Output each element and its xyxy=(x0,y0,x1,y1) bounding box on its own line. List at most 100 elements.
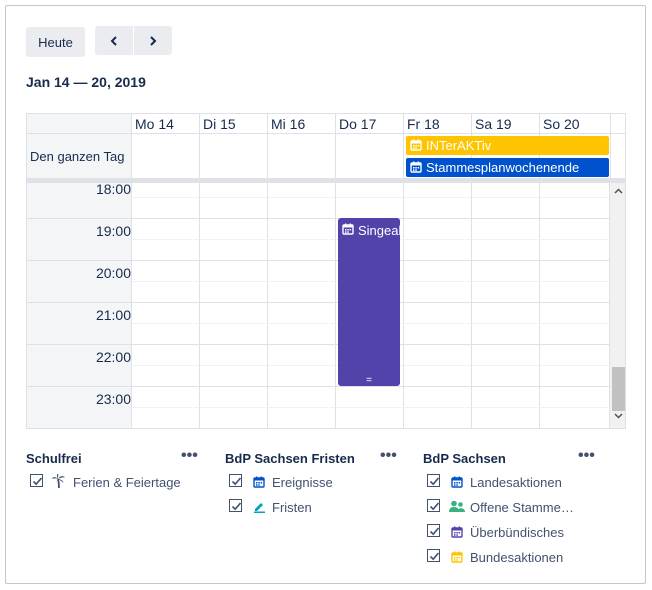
legend-item-label: Offene Stammesaktionen xyxy=(470,500,576,515)
day-header-so[interactable]: So 20 xyxy=(539,114,610,133)
time-gutter xyxy=(27,183,131,428)
half-hour-line xyxy=(131,407,610,408)
next-week-button[interactable] xyxy=(134,26,172,55)
day-header-do[interactable]: Do 17 xyxy=(335,114,403,133)
people-icon xyxy=(449,500,465,512)
day-header-row: Mo 14 Di 15 Mi 16 Do 17 Fr 18 Sa 19 So 2… xyxy=(27,114,625,134)
day-column-line xyxy=(403,183,404,428)
day-header-mi[interactable]: Mi 16 xyxy=(267,114,335,133)
event-title: Singeabend xyxy=(358,223,400,238)
checkbox[interactable] xyxy=(30,474,43,487)
calendar-icon xyxy=(451,526,463,538)
hour-line xyxy=(27,344,610,345)
allday-cell[interactable] xyxy=(403,134,471,178)
legend-item-label: Überbündisches xyxy=(470,525,564,540)
allday-cell[interactable] xyxy=(335,134,403,178)
more-options-icon[interactable]: ••• xyxy=(380,447,397,464)
legend-item-ueberbuendisches[interactable]: Überbündisches xyxy=(427,524,587,544)
day-column-line xyxy=(131,183,132,428)
allday-cell[interactable] xyxy=(471,134,539,178)
hour-line xyxy=(27,386,610,387)
calendar-icon xyxy=(410,161,422,173)
checkbox[interactable] xyxy=(427,499,440,512)
hour-line xyxy=(27,428,610,429)
legend-item-label: Bundesaktionen xyxy=(470,550,564,565)
day-header-di[interactable]: Di 15 xyxy=(199,114,267,133)
legend-item-label: Landesaktionen xyxy=(470,475,562,490)
allday-cell[interactable] xyxy=(199,134,267,178)
day-column-line xyxy=(335,183,336,428)
day-header-fr[interactable]: Fr 18 xyxy=(403,114,471,133)
scroll-up-icon[interactable] xyxy=(614,188,623,194)
day-header-sa[interactable]: Sa 19 xyxy=(471,114,539,133)
legend-item-landesaktionen[interactable]: Landesaktionen xyxy=(427,474,587,494)
legend-item-ereignisse[interactable]: Ereignisse xyxy=(229,474,389,494)
legend-item-label: Ferien & Feiertage xyxy=(73,475,181,490)
calendar-icon xyxy=(410,139,422,151)
check-icon xyxy=(231,477,242,486)
day-column-line xyxy=(267,183,268,428)
allday-label: Den ganzen Tag xyxy=(27,134,131,178)
time-label: 18:00 xyxy=(95,183,131,197)
checkbox[interactable] xyxy=(427,474,440,487)
check-icon xyxy=(429,527,440,536)
day-column-line xyxy=(539,183,540,428)
vertical-scrollbar[interactable] xyxy=(610,183,625,428)
checkbox[interactable] xyxy=(427,524,440,537)
day-column-line xyxy=(471,183,472,428)
time-label: 19:00 xyxy=(95,223,131,239)
hour-line xyxy=(27,302,610,303)
checkbox[interactable] xyxy=(229,474,242,487)
allday-divider xyxy=(27,179,625,183)
time-label: 23:00 xyxy=(95,391,131,407)
day-header-mo[interactable]: Mo 14 xyxy=(131,114,199,133)
legend-item-offene-stammesaktionen[interactable]: Offene Stammesaktionen xyxy=(427,499,587,519)
allday-row: Den ganzen Tag INTerAKTiv Stammesplanwoc… xyxy=(27,134,625,179)
legend-item-ferien[interactable]: Ferien & Feiertage xyxy=(30,474,190,494)
week-calendar: Mo 14 Di 15 Mi 16 Do 17 Fr 18 Sa 19 So 2… xyxy=(26,113,626,429)
event-singeabend[interactable]: Singeabend = xyxy=(338,218,400,386)
check-icon xyxy=(429,502,440,511)
header-gutter xyxy=(27,114,131,133)
half-hour-line xyxy=(131,197,610,198)
date-range-title: Jan 14 — 20, 2019 xyxy=(26,74,146,90)
checkbox[interactable] xyxy=(229,499,242,512)
hour-line xyxy=(27,260,610,261)
checkbox[interactable] xyxy=(427,549,440,562)
prev-week-button[interactable] xyxy=(95,26,133,55)
event-resize-handle[interactable]: = xyxy=(366,375,372,386)
calendar-icon xyxy=(451,476,463,488)
calendar-icon xyxy=(342,223,354,235)
check-icon xyxy=(429,552,440,561)
chevron-right-icon xyxy=(150,35,157,46)
event-interaktiv[interactable]: INTerAKTiv xyxy=(406,136,609,155)
time-label: 20:00 xyxy=(95,265,131,281)
legend-item-bundesaktionen[interactable]: Bundesaktionen xyxy=(427,549,587,569)
chevron-left-icon xyxy=(110,35,117,46)
event-title: INTerAKTiv xyxy=(426,138,492,153)
event-stammesplanwochenende[interactable]: Stammesplanwochenende xyxy=(406,158,609,177)
allday-cell[interactable] xyxy=(267,134,335,178)
legend-title: BdP Sachsen Fristen xyxy=(225,451,355,466)
legend-title: BdP Sachsen xyxy=(423,451,506,466)
time-label: 21:00 xyxy=(95,307,131,323)
more-options-icon[interactable]: ••• xyxy=(578,447,595,464)
legend-item-label: Fristen xyxy=(272,500,312,515)
today-button[interactable]: Heute xyxy=(26,27,85,57)
allday-scroll-gap xyxy=(610,134,625,178)
check-icon xyxy=(32,477,43,486)
more-options-icon[interactable]: ••• xyxy=(181,447,198,464)
allday-cell[interactable] xyxy=(131,134,199,178)
legend-item-label: Ereignisse xyxy=(272,475,333,490)
legend-item-fristen[interactable]: Fristen xyxy=(229,499,389,519)
legend-title: Schulfrei xyxy=(26,451,82,466)
time-grid[interactable]: 18:00 19:00 20:00 21:00 22:00 23:00 Sing… xyxy=(27,183,610,429)
scroll-down-icon[interactable] xyxy=(614,413,623,419)
day-column-line xyxy=(199,183,200,428)
day-column-line xyxy=(609,183,610,428)
allday-cell[interactable] xyxy=(539,134,610,178)
check-icon xyxy=(231,502,242,511)
pen-icon xyxy=(254,503,265,513)
hour-line xyxy=(27,218,610,219)
scrollbar-thumb[interactable] xyxy=(612,367,625,411)
